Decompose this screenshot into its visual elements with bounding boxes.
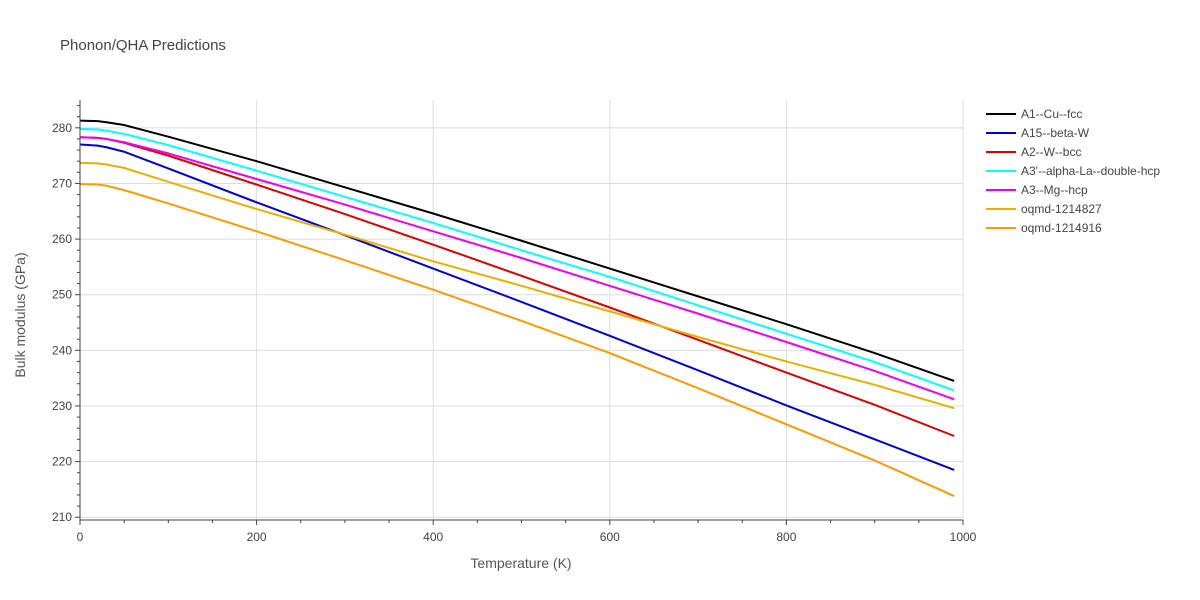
- series-line-5: [79, 161, 955, 410]
- legend-item-4[interactable]: A3--Mg--hcp: [986, 183, 1088, 197]
- legend-label: A3'--alpha-La--double-hcp: [1021, 164, 1160, 178]
- series-line-1: [79, 143, 955, 471]
- axes: 0 200 400 600 800 1000 210 220 230 240 250 260 270 28…: [52, 100, 977, 544]
- series-line-4: [79, 136, 955, 401]
- legend-item-1[interactable]: A15--beta-W: [986, 126, 1090, 140]
- x-tick-label: 0: [77, 530, 84, 544]
- y-tick-label: 250: [52, 288, 72, 302]
- x-axis-title: Temperature (K): [470, 555, 571, 571]
- series-line-0: [79, 119, 955, 382]
- legend-label: oqmd-1214827: [1021, 202, 1102, 216]
- x-tick-label: 800: [776, 530, 796, 544]
- legend-label: A1--Cu--fcc: [1021, 107, 1082, 121]
- y-tick-label: 280: [52, 121, 72, 135]
- series-line-6: [79, 183, 955, 497]
- series-line-2: [79, 136, 955, 437]
- legend-item-6[interactable]: oqmd-1214916: [986, 221, 1102, 235]
- y-tick-label: 260: [52, 232, 72, 246]
- x-tick-label: 1000: [950, 530, 977, 544]
- legend-item-5[interactable]: oqmd-1214827: [986, 202, 1102, 216]
- plot-series: [79, 119, 955, 497]
- y-tick-label: 230: [52, 399, 72, 413]
- chart-title: Phonon/QHA Predictions: [60, 37, 226, 54]
- y-tick-label: 270: [52, 176, 72, 190]
- legend-label: A3--Mg--hcp: [1021, 183, 1088, 197]
- series-line-3: [79, 127, 955, 392]
- y-tick-label: 240: [52, 343, 72, 357]
- legend-label: oqmd-1214916: [1021, 221, 1102, 235]
- legend[interactable]: A1--Cu--fcc A15--beta-W A2--W--bcc A3'--alp…: [986, 107, 1160, 235]
- y-axis-title: Bulk modulus (GPa): [12, 252, 28, 377]
- legend-item-3[interactable]: A3'--alpha-La--double-hcp: [986, 164, 1160, 178]
- legend-item-0[interactable]: A1--Cu--fcc: [986, 107, 1082, 121]
- x-tick-label: 600: [600, 530, 620, 544]
- x-tick-label: 200: [247, 530, 267, 544]
- y-tick-label: 220: [52, 455, 72, 469]
- grid: [80, 100, 964, 520]
- legend-label: A15--beta-W: [1021, 126, 1090, 140]
- y-tick-label: 210: [52, 510, 72, 524]
- legend-label: A2--W--bcc: [1021, 145, 1081, 159]
- legend-item-2[interactable]: A2--W--bcc: [986, 145, 1081, 159]
- x-tick-label: 400: [423, 530, 443, 544]
